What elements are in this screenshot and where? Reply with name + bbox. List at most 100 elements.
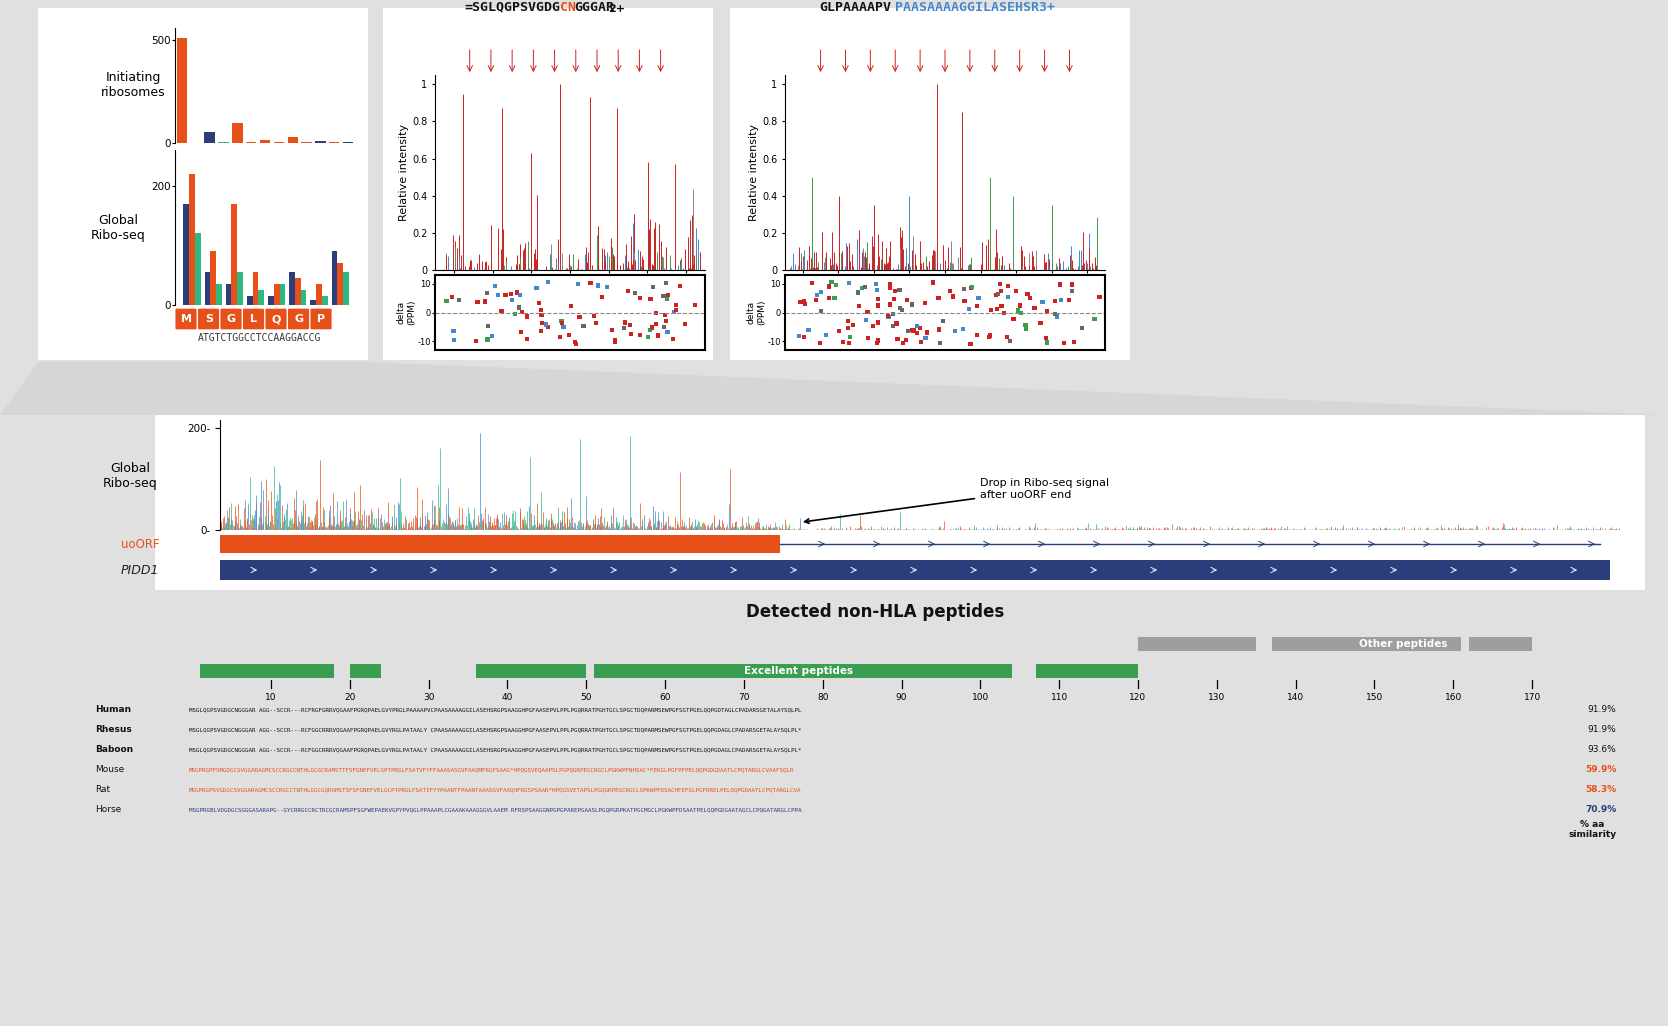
Bar: [322, 297, 327, 305]
Point: [529, 315, 555, 331]
Text: G: G: [227, 314, 235, 324]
Point: [864, 334, 891, 351]
Point: [879, 318, 906, 334]
Point: [664, 297, 691, 313]
Bar: [1138, 637, 1256, 652]
Point: [817, 274, 844, 290]
FancyBboxPatch shape: [289, 309, 309, 329]
Text: 70.9%: 70.9%: [1585, 805, 1616, 814]
Text: MSGLQGPSVGDGCNGGGAR AGG--SCCR---RCFGGCRRRVQGAAFPGRQPAELGVYRGLPATAALY CPAASAAAAGG: MSGLQGPSVGDGCNGGGAR AGG--SCCR---RCFGGCRR…: [188, 727, 802, 732]
Point: [535, 318, 562, 334]
Point: [816, 278, 842, 294]
Point: [836, 275, 862, 291]
Text: Q: Q: [272, 314, 280, 324]
Point: [949, 321, 976, 338]
Point: [882, 283, 909, 300]
Point: [661, 330, 687, 347]
Point: [939, 287, 966, 304]
Point: [1044, 308, 1071, 324]
Point: [956, 302, 982, 318]
Polygon shape: [0, 362, 1668, 415]
Point: [667, 278, 694, 294]
Bar: [200, 664, 334, 678]
Point: [565, 276, 592, 292]
Text: ATGTCTGGCCTCCAAGGACCG: ATGTCTGGCCTCCAAGGACCG: [198, 333, 322, 343]
Point: [497, 286, 524, 303]
FancyBboxPatch shape: [722, 1, 1138, 367]
Point: [864, 282, 891, 299]
Text: Rat: Rat: [95, 785, 110, 794]
Text: 59.9%: 59.9%: [1585, 765, 1616, 774]
Text: 80: 80: [817, 693, 829, 702]
Point: [826, 323, 852, 340]
Point: [602, 333, 629, 350]
Point: [844, 284, 871, 301]
Point: [899, 322, 926, 339]
Point: [951, 281, 977, 298]
Point: [1081, 311, 1108, 327]
Point: [472, 293, 499, 310]
Point: [642, 315, 669, 331]
Y-axis label: delta
(PPM): delta (PPM): [397, 300, 415, 325]
Point: [802, 292, 829, 309]
Point: [504, 284, 530, 301]
Text: 93.6%: 93.6%: [1588, 745, 1616, 754]
Point: [1002, 282, 1029, 299]
Point: [610, 319, 637, 336]
Point: [1061, 334, 1088, 351]
Bar: [215, 284, 222, 305]
Point: [904, 324, 931, 341]
Point: [964, 327, 991, 344]
Point: [482, 277, 509, 293]
Point: [994, 328, 1021, 345]
Point: [612, 314, 639, 330]
Point: [585, 277, 612, 293]
Text: MSGPRGBLVDGDGCSGGGASARAPG--GYCRRGCCRCTRCGCRAMSPFSGFWEPAEKVGPYPVQGLPPAAAPLCGAAAKA: MSGPRGBLVDGDGCSGGGASARAPG--GYCRRGCCRCTRC…: [188, 807, 802, 812]
Bar: [232, 123, 242, 143]
Point: [639, 320, 666, 337]
Text: MSGLQGPSVGDGCNGGGAR AGG--SCCR---RCFGGCRRRVQGAAFPGRQPAELGVYRGLPATAALY CPAASAAAAGG: MSGLQGPSVGDGCNGGGAR AGG--SCCR---RCFGGCRR…: [188, 747, 802, 752]
Text: 91.9%: 91.9%: [1588, 725, 1616, 734]
Text: Detected non-HLA peptides: Detected non-HLA peptides: [746, 603, 1004, 621]
Point: [642, 305, 669, 321]
X-axis label: m/z: m/z: [934, 293, 956, 304]
Point: [864, 314, 891, 330]
Point: [982, 287, 1009, 304]
Point: [977, 302, 1004, 318]
Point: [894, 292, 921, 309]
Point: [807, 283, 834, 300]
Point: [959, 279, 986, 295]
Point: [894, 323, 921, 340]
Y-axis label: Relative intensity: Relative intensity: [399, 124, 409, 221]
Bar: [210, 251, 215, 305]
Point: [976, 327, 1002, 344]
Point: [651, 287, 677, 304]
Text: G: G: [294, 314, 304, 324]
Point: [864, 290, 891, 307]
Point: [619, 325, 646, 342]
Point: [796, 322, 822, 339]
Text: GLPAAAAPV: GLPAAAAPV: [819, 1, 892, 13]
Point: [846, 298, 872, 314]
Text: 30: 30: [424, 693, 434, 702]
Bar: [594, 664, 1012, 678]
Point: [652, 307, 679, 323]
Point: [957, 279, 984, 295]
Text: 90: 90: [896, 693, 907, 702]
Point: [1048, 276, 1074, 292]
FancyBboxPatch shape: [377, 1, 719, 367]
Text: CN: CN: [560, 1, 577, 13]
Bar: [300, 290, 307, 305]
Bar: [1273, 637, 1461, 652]
Point: [852, 312, 879, 328]
Point: [829, 334, 856, 351]
Point: [505, 300, 532, 316]
Text: Horse: Horse: [95, 805, 122, 814]
Point: [834, 313, 861, 329]
Point: [651, 319, 677, 336]
Point: [527, 323, 554, 340]
Point: [1034, 303, 1061, 319]
Point: [854, 330, 881, 347]
Point: [836, 328, 862, 345]
Point: [479, 327, 505, 344]
